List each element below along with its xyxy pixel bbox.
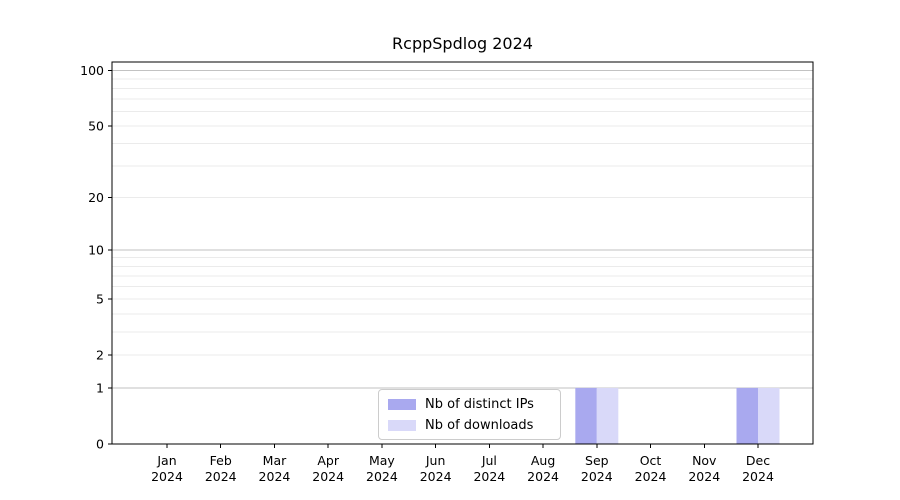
legend-swatch-distinct-ips	[388, 399, 416, 410]
x-tick-label-year: 2024	[742, 469, 774, 484]
x-tick-label-month: Jul	[481, 453, 497, 468]
bar-dec-s0	[736, 387, 758, 444]
y-tick-label: 2	[96, 348, 104, 363]
x-tick-label-month: May	[369, 453, 395, 468]
chart-title: RcppSpdlog 2024	[392, 34, 533, 53]
legend-label-distinct-ips: Nb of distinct IPs	[425, 397, 534, 412]
bar-sep-s1	[596, 387, 619, 444]
y-tick-label: 10	[88, 243, 104, 258]
x-tick-label-month: Jan	[156, 453, 176, 468]
x-tick-label-month: Apr	[317, 453, 339, 468]
x-tick-label-year: 2024	[581, 469, 613, 484]
x-tick-label-year: 2024	[205, 469, 237, 484]
x-tick-label-month: Feb	[210, 453, 232, 468]
x-tick-label-month: Mar	[263, 453, 287, 468]
y-tick-label: 20	[88, 190, 104, 205]
x-tick-label-year: 2024	[527, 469, 559, 484]
x-tick-label-month: Jun	[425, 453, 446, 468]
x-tick-label-month: Dec	[746, 453, 770, 468]
x-tick-label-month: Sep	[585, 453, 609, 468]
bar-dec-s1	[758, 387, 780, 444]
legend: Nb of distinct IPs Nb of downloads	[378, 389, 561, 440]
x-tick-label-month: Nov	[692, 453, 717, 468]
legend-swatch-downloads	[388, 420, 416, 431]
x-tick-label-year: 2024	[420, 469, 452, 484]
x-tick-label-year: 2024	[688, 469, 720, 484]
y-tick-label: 5	[96, 292, 104, 307]
y-tick-label: 100	[80, 63, 104, 78]
y-tick-label: 1	[96, 380, 104, 395]
y-tick-label: 50	[88, 118, 104, 133]
bar-sep-s0	[575, 387, 597, 444]
y-tick-label: 0	[96, 437, 104, 452]
legend-item-downloads: Nb of downloads	[388, 418, 551, 433]
plot-border	[111, 61, 814, 445]
x-tick-label-year: 2024	[312, 469, 344, 484]
x-tick-label-year: 2024	[259, 469, 291, 484]
x-tick-label-year: 2024	[366, 469, 398, 484]
legend-item-distinct-ips: Nb of distinct IPs	[388, 397, 551, 412]
x-tick-label-month: Oct	[640, 453, 662, 468]
x-tick-label-year: 2024	[635, 469, 667, 484]
x-tick-label-year: 2024	[473, 469, 505, 484]
legend-label-downloads: Nb of downloads	[425, 418, 534, 433]
x-tick-label-year: 2024	[151, 469, 183, 484]
x-tick-label-month: Aug	[531, 453, 555, 468]
